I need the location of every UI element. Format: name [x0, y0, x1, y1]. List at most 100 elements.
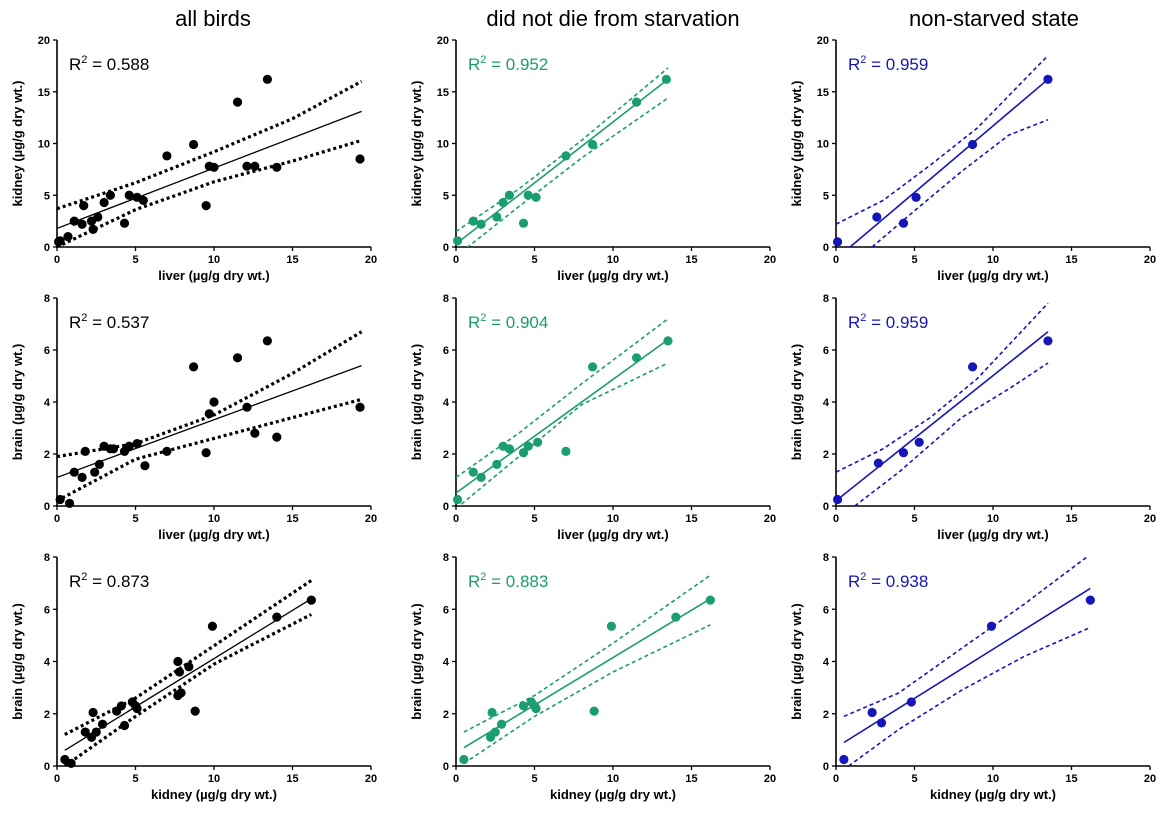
- panel-r2c2-y-tick-label-1: 2: [443, 449, 449, 461]
- panel-r2c3-point-5: [1043, 336, 1053, 346]
- panel-r3c1-point-18: [190, 706, 200, 716]
- panel-r2c1-point-16: [201, 448, 211, 458]
- panel-r3c1-point-2: [80, 727, 90, 737]
- panel-r2c1-x-tick-label-0: 0: [54, 513, 60, 525]
- panel-r1c2-point-3: [492, 212, 502, 222]
- panel-r2c2-point-12: [663, 336, 673, 346]
- panel-r1c1-point-22: [250, 161, 260, 171]
- panel-r3c2-point-9: [589, 706, 599, 716]
- panel-r3c2-r2-label: R2 = 0.883: [468, 571, 548, 591]
- panel-r3c2-x-tick-label-1: 5: [531, 773, 537, 785]
- panel-r1c2-x-tick-label-0: 0: [453, 254, 459, 266]
- panel-r2c1-y-tick-label-4: 8: [44, 293, 50, 305]
- panel-r1c3-x-tick-label-2: 10: [987, 254, 999, 266]
- panel-r1c1-point-10: [105, 190, 115, 200]
- panel-r1c1-point-3: [69, 216, 79, 226]
- panel-r1c2-point-11: [631, 97, 642, 107]
- panel-r2c2-point-7: [523, 441, 533, 451]
- panel-r1c2-point-8: [531, 192, 541, 202]
- panel-r3c2-y-tick-label-1: 2: [443, 709, 449, 721]
- panel-r3c2-y-tick-label-0: 0: [443, 761, 449, 773]
- panel-r3c3-point-1: [867, 707, 877, 718]
- panel-r3c3-y-tick-label-3: 6: [823, 604, 829, 616]
- panel-r3c1-x-tick-label-3: 15: [286, 773, 298, 785]
- panel-r1c3-point-4: [967, 139, 978, 150]
- panel-r3c1-point-12: [132, 703, 142, 714]
- panel-r2c2-regression-line: [456, 338, 669, 494]
- panel-r2c2-point-1: [468, 467, 478, 477]
- panel-r3c1-x-axis-label: kidney (µg/g dry wt.): [151, 787, 277, 802]
- panel-r3c3-point-2: [876, 718, 887, 728]
- panel-r3c3-x-axis-label: kidney (µg/g dry wt.): [930, 787, 1056, 802]
- panel-r1c3-point-0: [832, 237, 843, 247]
- panel-r2c2-x-axis-label: liver (µg/g dry wt.): [557, 527, 669, 542]
- panel-r1c3-point-1: [872, 212, 882, 222]
- panel-r3c1-point-5: [91, 727, 101, 737]
- panel-r2c2-y-tick-label-4: 8: [443, 293, 449, 305]
- panel-r1c2-x-tick-label-1: 5: [531, 254, 537, 266]
- panel-r2c2-point-0: [452, 494, 463, 505]
- panel-r2c2-ci-upper-line: [456, 318, 669, 479]
- panel-r1c1-y-tick-label-3: 15: [38, 87, 50, 99]
- panel-r1c1-point-15: [162, 151, 172, 161]
- panel-r2c1-ci-upper-line: [57, 330, 363, 459]
- panel-r3c1-point-17: [184, 662, 194, 672]
- panel-r2c1-point-2: [69, 467, 79, 477]
- panel-r1c1-y-tick-label-4: 20: [38, 35, 50, 47]
- panel-r2c3-point-4: [967, 362, 978, 372]
- panel-r2c2-point-10: [587, 362, 598, 372]
- panel-r2c3-y-tick-label-1: 2: [823, 449, 829, 461]
- panel-r1c3-x-tick-label-0: 0: [833, 254, 839, 266]
- panel-r1c3-ci-lower-line: [871, 118, 1049, 247]
- panel-r2c3-r2-label: R2 = 0.959: [848, 312, 928, 332]
- panel-r2c3-ci-upper-line: [836, 302, 1049, 473]
- panel-r2c3-x-tick-label-4: 20: [1144, 513, 1156, 525]
- panel-r3c1-point-6: [97, 719, 108, 729]
- panel-r2c1-x-tick-label-3: 15: [286, 513, 298, 525]
- panel-r2c2-point-3: [492, 459, 502, 469]
- panel-r2c1-x-axis-label: liver (µg/g dry wt.): [158, 527, 270, 542]
- panel-r1c3-ci-upper-line: [836, 54, 1049, 225]
- column-title-no-starvation: did not die from starvation: [486, 6, 739, 31]
- panel-r1c3-point-2: [898, 218, 909, 228]
- panel-r3c1-r2-label: R2 = 0.873: [69, 571, 149, 591]
- panel-r2c3-point-1: [873, 458, 883, 468]
- panel-r3c2-x-tick-label-3: 15: [685, 773, 697, 785]
- panel-r3c2-y-tick-label-2: 4: [443, 657, 450, 669]
- panel-r3c3-y-tick-label-2: 4: [823, 657, 830, 669]
- panel-r3c2-x-tick-label-4: 20: [764, 773, 776, 785]
- panel-r1c1-point-25: [355, 154, 365, 164]
- panel-r1c1-point-7: [88, 224, 98, 235]
- panel-r3c1: 0 5 10 15 20 0 2 4 6 8 kidney (µg/g dry wt.) brain …: [10, 552, 377, 802]
- panel-r1c1-x-tick-label-0: 0: [54, 254, 60, 266]
- panel-r1c2-point-6: [518, 218, 529, 228]
- panel-r3c2: 0 5 10 15 20 0 2 4 6 8 kidney (µg/g dry wt.) brain …: [409, 552, 776, 802]
- panel-r3c3-point-0: [839, 754, 849, 765]
- panel-r1c2-point-12: [661, 74, 671, 84]
- panel-r2c1-point-17: [204, 409, 214, 419]
- panel-r1c1-point-9: [99, 197, 109, 208]
- panel-r3c1-x-tick-label-2: 10: [208, 773, 220, 785]
- panel-r3c2-point-4: [496, 719, 507, 729]
- panel-r3c1-ci-upper-line: [64, 579, 313, 737]
- panel-r1c2-y-tick-label-3: 15: [437, 87, 449, 99]
- panel-r1c1-point-8: [93, 212, 103, 222]
- panel-r2c3-y-tick-label-3: 6: [823, 345, 829, 357]
- panel-r1c1-x-tick-label-1: 5: [132, 254, 138, 266]
- panel-r1c2-regression-line: [456, 78, 669, 245]
- panel-r2c2-y-tick-label-0: 0: [443, 501, 449, 513]
- panel-r3c1-point-19: [207, 621, 218, 631]
- panel-r3c2-x-axis-label: kidney (µg/g dry wt.): [550, 787, 676, 802]
- panel-r2c2-x-tick-label-1: 5: [531, 513, 537, 525]
- panel-r3c3-point-5: [1085, 595, 1095, 605]
- panel-r2c1-point-20: [242, 402, 252, 412]
- panel-r1c2-y-tick-label-0: 0: [443, 242, 449, 254]
- column-titles: all birds did not die from starvation no…: [175, 6, 1079, 31]
- panel-r2c3-point-0: [832, 494, 843, 505]
- column-title-non-starved: non-starved state: [909, 6, 1079, 31]
- panel-r2c1-y-tick-label-0: 0: [44, 501, 50, 513]
- panel-r3c2-point-3: [490, 727, 500, 737]
- panel-r2c1-x-tick-label-2: 10: [208, 513, 220, 525]
- panel-r1c3-y-tick-label-1: 5: [823, 190, 829, 202]
